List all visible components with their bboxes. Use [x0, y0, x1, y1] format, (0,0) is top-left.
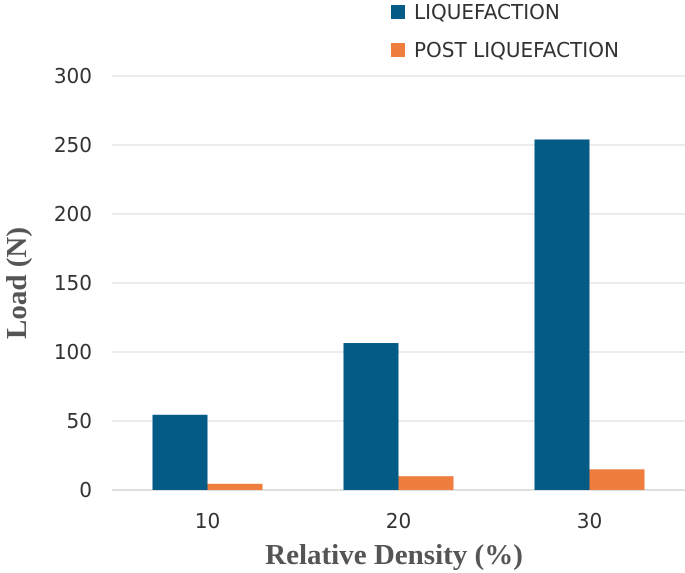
- y-tick-label: 300: [54, 64, 92, 88]
- bars: [152, 139, 645, 491]
- legend-label: POST LIQUEFACTION: [414, 38, 619, 62]
- bar-liquefaction-10: [152, 414, 208, 490]
- y-tick-label: 50: [67, 409, 92, 433]
- legend-swatch: [391, 5, 405, 19]
- x-tick-label: 20: [386, 509, 411, 533]
- x-axis-title: Relative Density (%): [265, 539, 523, 571]
- y-tick-label: 100: [54, 340, 92, 364]
- y-axis-ticks: 0 50 100 150 200 250 300: [54, 64, 92, 502]
- bar-liquefaction-30: [534, 139, 590, 491]
- y-tick-label: 150: [54, 271, 92, 295]
- legend-swatch: [391, 43, 405, 57]
- x-tick-label: 10: [195, 509, 220, 533]
- bar-post-liquefaction-30: [589, 469, 645, 490]
- x-axis-ticks: 10 20 30: [195, 509, 602, 533]
- y-axis-title: Load (N): [1, 227, 33, 339]
- bar-post-liquefaction-10: [207, 483, 263, 490]
- x-tick-label: 30: [577, 509, 602, 533]
- y-tick-label: 250: [54, 133, 92, 157]
- y-tick-label: 200: [54, 202, 92, 226]
- legend: LIQUEFACTION POST LIQUEFACTION: [391, 0, 619, 62]
- bar-liquefaction-20: [343, 343, 399, 490]
- bar-post-liquefaction-20: [398, 476, 454, 490]
- legend-label: LIQUEFACTION: [414, 0, 560, 24]
- y-tick-label: 0: [79, 478, 92, 502]
